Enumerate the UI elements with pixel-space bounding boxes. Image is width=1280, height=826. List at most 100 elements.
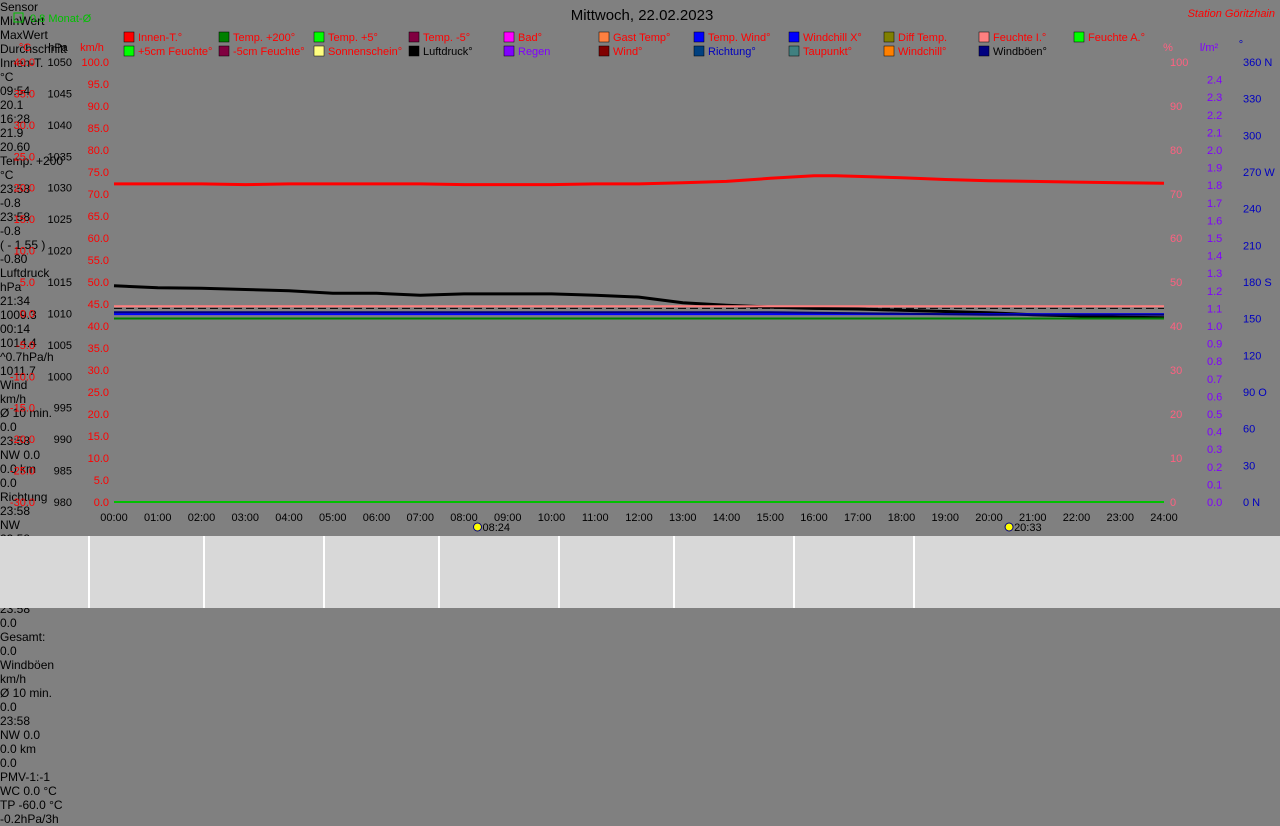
table-header: Temp. +200: [0, 154, 64, 168]
legend-swatch: [408, 45, 420, 57]
table-cell: Gesamt:: [0, 630, 46, 644]
temp-tick-label: 5.0: [20, 277, 35, 289]
rain-tick-label: 0.8: [1207, 356, 1222, 368]
temp-tick-label: 25.0: [14, 151, 35, 163]
table-value: -0.8: [0, 224, 21, 238]
legend-item: Gast Temp°: [613, 32, 670, 44]
wind-tick-label: 45.0: [88, 299, 109, 311]
legend-item: Temp. +5°: [328, 32, 378, 44]
pressure-tick-label: 1045: [48, 88, 72, 100]
legend-item: Windböen°: [993, 46, 1047, 58]
humidity-tick-label: 90: [1170, 101, 1182, 113]
sunset-time: 20:33: [1014, 522, 1042, 534]
time-tick-label: 01:00: [144, 512, 172, 524]
rain-tick-label: 0.2: [1207, 462, 1222, 474]
pressure-axis-unit: hPa: [48, 42, 68, 54]
direction-tick-label: 360 N: [1243, 57, 1272, 69]
temp-tick-label: 30.0: [14, 120, 35, 132]
table-value: 1014.4: [0, 336, 37, 350]
time-tick-label: 06:00: [363, 512, 391, 524]
legend-swatch: [408, 31, 420, 43]
wind-tick-label: 15.0: [88, 431, 109, 443]
wind-tick-label: 70.0: [88, 189, 109, 201]
table-cell: 16:28: [0, 112, 31, 126]
plot-area: [114, 62, 1164, 502]
table-value: 21.9: [0, 126, 24, 140]
table-cell: 21:34: [0, 294, 31, 308]
legend-swatch: [503, 45, 515, 57]
table-value: 0.0: [0, 476, 17, 490]
time-tick-label: 00:00: [100, 512, 128, 524]
time-tick-label: 16:00: [800, 512, 828, 524]
sunrise-icon: [473, 522, 482, 532]
rain-tick-label: 1.1: [1207, 303, 1222, 315]
table-separator: [203, 536, 205, 608]
table-cell: -0.2hPa/3h: [0, 812, 59, 826]
table-separator: [673, 536, 675, 608]
legend-item: Feuchte A.°: [1088, 32, 1145, 44]
table-cell: ^0.7hPa/h: [0, 350, 54, 364]
rain-tick-label: 2.1: [1207, 127, 1222, 139]
temp-tick-label: 15.0: [14, 214, 35, 226]
table-value: 0.0: [0, 700, 17, 714]
legend-item: Feuchte I.°: [993, 32, 1046, 44]
wind-tick-label: 25.0: [88, 387, 109, 399]
wind-tick-label: 35.0: [88, 343, 109, 355]
rain-tick-label: 2.0: [1207, 145, 1222, 157]
wind-tick-label: 10.0: [88, 453, 109, 465]
humidity-tick-label: 70: [1170, 189, 1182, 201]
pressure-tick-label: 1000: [48, 371, 72, 383]
table-cell: Ø 10 min.: [0, 686, 53, 700]
wind-tick-label: 50.0: [88, 277, 109, 289]
time-tick-label: 12:00: [625, 512, 653, 524]
humidity-tick-label: 20: [1170, 409, 1182, 421]
sunset-icon: [1004, 522, 1014, 532]
direction-tick-label: 330: [1243, 94, 1261, 106]
wind-tick-label: 85.0: [88, 123, 109, 135]
legend-item: Richtung°: [708, 46, 756, 58]
wind-tick-label: 100.0: [81, 57, 109, 69]
rain-tick-label: 0.4: [1207, 427, 1222, 439]
rain-tick-label: 0.3: [1207, 444, 1222, 456]
legend-item: +5cm Feuchte°: [138, 46, 212, 58]
legend-swatch: [788, 45, 800, 57]
pressure-tick-label: 985: [54, 466, 72, 478]
table-cell: 23:58: [0, 182, 31, 196]
pressure-tick-label: 1040: [48, 120, 72, 132]
legend-item: Taupunkt°: [803, 46, 852, 58]
temp-axis-unit: °C: [19, 42, 31, 54]
chart-title: Mittwoch, 22.02.2023: [571, 7, 714, 24]
table-cell: MinWert: [0, 14, 45, 28]
rain-tick-label: 2.4: [1207, 75, 1222, 87]
legend-swatch: [883, 45, 895, 57]
wind-tick-label: 5.0: [94, 475, 109, 487]
wind-tick-label: 40.0: [88, 321, 109, 333]
pressure-tick-label: 1035: [48, 151, 72, 163]
legend-item: Temp. -5°: [423, 32, 470, 44]
legend-swatch: [598, 31, 610, 43]
table-cell: 23:58: [0, 504, 31, 518]
temp-tick-label: -25.0: [10, 466, 35, 478]
direction-tick-label: 150: [1243, 314, 1261, 326]
rain-tick-label: 2.3: [1207, 92, 1222, 104]
legend-swatch: [693, 45, 705, 57]
humidity-axis-unit: %: [1163, 42, 1173, 54]
legend-item: Temp. Wind°: [708, 32, 770, 44]
table-value: 1011.7: [0, 364, 36, 378]
wind-tick-label: 55.0: [88, 255, 109, 267]
table-header-unit: hPa: [0, 280, 22, 294]
table-separator: [438, 536, 440, 608]
table-value: NW 0.0: [0, 448, 41, 462]
wind-tick-label: 80.0: [88, 145, 109, 157]
humidity-tick-label: 30: [1170, 365, 1182, 377]
humidity-tick-label: 10: [1170, 453, 1182, 465]
table-cell: 09:54: [0, 84, 31, 98]
rain-tick-label: 1.0: [1207, 321, 1222, 333]
rain-tick-label: 0.1: [1207, 479, 1222, 491]
legend-swatch: [123, 45, 135, 57]
pressure-tick-label: 1030: [48, 183, 72, 195]
temp-tick-label: 10.0: [14, 246, 35, 258]
table-value: 0.0: [0, 616, 17, 630]
humidity-tick-label: 50: [1170, 277, 1182, 289]
rain-tick-label: 1.7: [1207, 198, 1222, 210]
